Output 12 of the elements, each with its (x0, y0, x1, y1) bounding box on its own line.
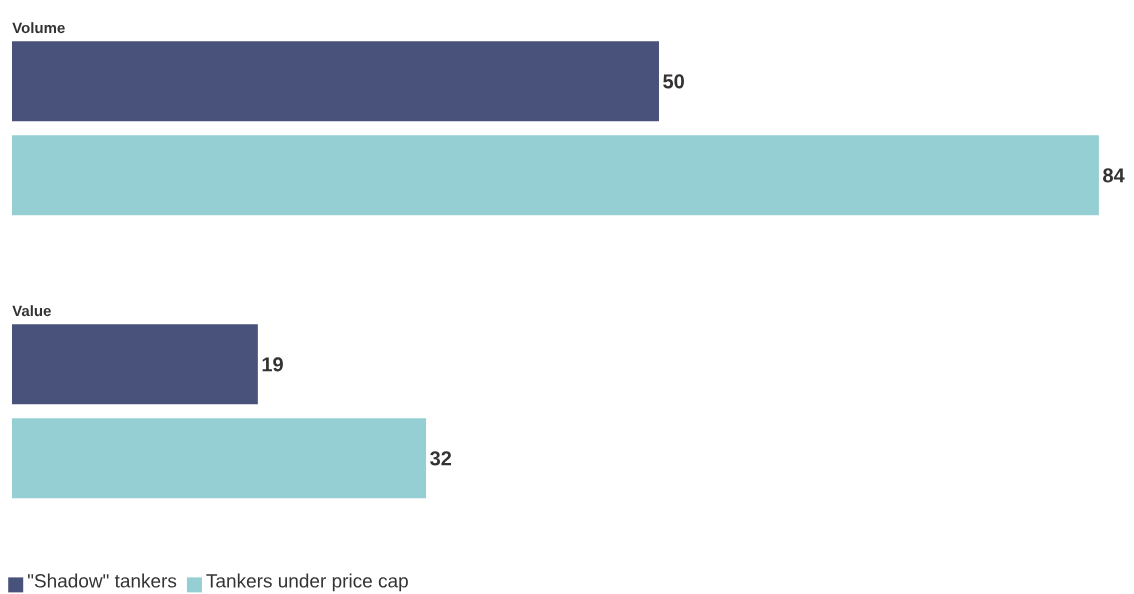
data-label: 50 (663, 74, 684, 89)
bar (12, 418, 427, 499)
data-label: 32 (430, 451, 452, 466)
legend-label: "Shadow" tankers (28, 573, 177, 588)
data-label: 19 (262, 357, 283, 372)
bar (12, 41, 659, 122)
y-tick-label: Volume (12, 22, 65, 34)
y-tick-label: Value (12, 305, 51, 317)
bar (12, 135, 1099, 216)
bar (12, 324, 258, 405)
legend-label: Tankers under price cap (206, 573, 408, 592)
data-label: 84 (1103, 168, 1125, 183)
